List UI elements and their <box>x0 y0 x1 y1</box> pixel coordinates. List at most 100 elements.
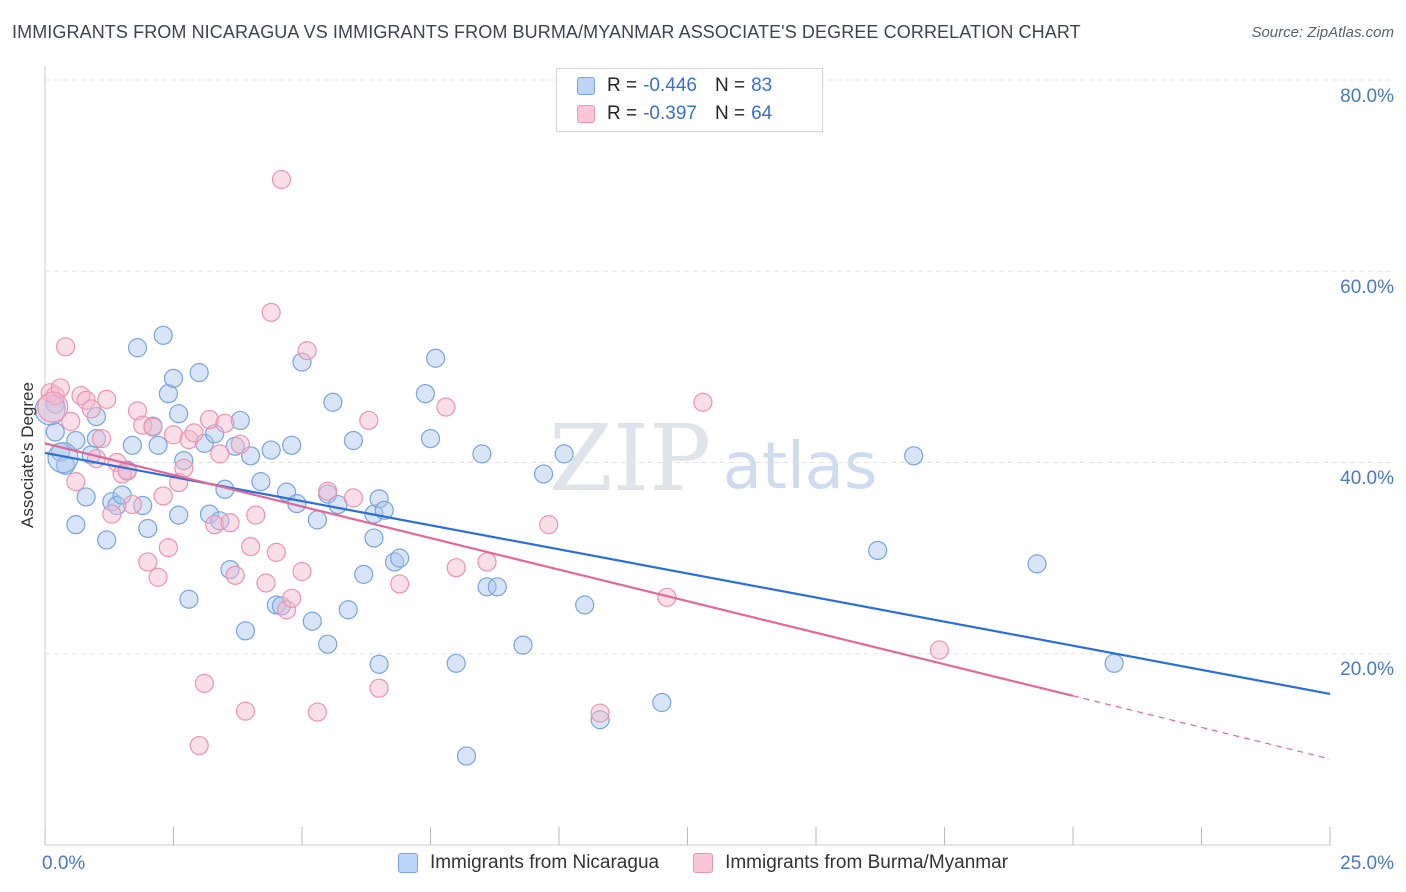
data-point-nicaragua <box>76 487 96 507</box>
data-point-nicaragua <box>148 435 168 455</box>
stats-n-value: 83 <box>751 75 773 96</box>
trend-line-burma <box>44 442 1074 697</box>
data-point-nicaragua <box>554 444 574 464</box>
data-point-nicaragua <box>169 404 189 424</box>
data-point-burma <box>174 458 194 478</box>
data-point-nicaragua <box>533 464 554 484</box>
legend-swatch-nicaragua <box>397 853 418 873</box>
data-point-burma <box>199 409 220 430</box>
data-point-nicaragua <box>45 422 65 442</box>
data-point-nicaragua <box>384 552 405 572</box>
data-point-burma <box>359 410 379 431</box>
data-point-nicaragua <box>179 589 199 609</box>
data-point-nicaragua <box>86 428 107 449</box>
data-point-nicaragua <box>1027 554 1047 574</box>
data-point-nicaragua <box>904 446 924 466</box>
source-label: Source: ZipAtlas.com <box>1251 24 1394 41</box>
data-point-nicaragua <box>446 653 466 673</box>
data-point-nicaragua <box>230 410 250 431</box>
data-point-nicaragua <box>220 559 240 580</box>
data-point-nicaragua <box>513 635 533 655</box>
data-point-nicaragua <box>174 450 194 471</box>
data-point-burma <box>194 673 214 693</box>
data-point-burma <box>66 472 86 492</box>
data-point-burma <box>539 515 559 535</box>
trend-line-burma-extrapolated <box>1072 695 1331 760</box>
data-point-nicaragua <box>590 710 610 730</box>
data-point-burma <box>81 399 101 419</box>
data-point-nicaragua <box>302 611 322 631</box>
data-point-burma <box>307 702 328 722</box>
data-point-burma <box>97 389 117 409</box>
data-point-burma <box>148 567 168 587</box>
data-point-nicaragua <box>472 444 492 464</box>
data-point-nicaragua <box>390 548 410 568</box>
y-tick-60: 60.0% <box>1340 277 1394 298</box>
y-tick-40: 40.0% <box>1340 468 1394 489</box>
data-point-burma <box>246 505 266 525</box>
data-point-burma <box>318 481 338 501</box>
data-point-nicaragua <box>652 692 672 713</box>
x-tick-min: 0.0% <box>42 853 86 874</box>
watermark: ZIP atlas <box>549 405 877 512</box>
watermark-atlas: atlas <box>723 430 878 504</box>
data-point-burma <box>37 391 69 423</box>
data-point-nicaragua <box>122 435 142 455</box>
chart-title: IMMIGRANTS FROM NICARAGUA VS IMMIGRANTS … <box>12 22 1081 42</box>
data-point-burma <box>112 464 132 484</box>
data-point-nicaragua <box>456 746 477 766</box>
stats-r-label: R = <box>607 103 638 124</box>
stats-n-label: N = <box>714 103 746 124</box>
data-point-burma <box>143 417 163 437</box>
stats-row-burma: R = -0.397 N = 64 <box>577 101 772 127</box>
data-point-burma <box>210 444 230 464</box>
data-point-burma <box>369 678 389 698</box>
data-point-burma <box>138 552 158 572</box>
data-point-nicaragua <box>575 595 595 615</box>
data-point-burma <box>91 428 112 449</box>
y-axis-label: Associate's Degree <box>18 382 37 528</box>
data-point-nicaragua <box>261 440 281 460</box>
data-point-nicaragua <box>163 368 184 388</box>
data-point-nicaragua <box>307 510 328 530</box>
y-tick-20: 20.0% <box>1340 659 1394 680</box>
data-point-nicaragua <box>318 634 338 654</box>
series-nicaragua-points <box>34 325 1124 766</box>
data-point-nicaragua <box>235 621 256 641</box>
data-point-nicaragua <box>420 428 441 449</box>
data-point-nicaragua <box>194 433 214 453</box>
data-point-burma <box>184 423 204 443</box>
data-point-nicaragua <box>338 600 358 620</box>
data-point-burma <box>102 504 122 524</box>
legend-label-nicaragua: Immigrants from Nicaragua <box>429 852 660 873</box>
data-point-nicaragua <box>251 472 271 492</box>
legend-swatch-burma <box>693 853 714 873</box>
data-point-burma <box>122 494 142 515</box>
data-point-burma <box>220 513 240 533</box>
series-burma-points <box>37 169 949 756</box>
gridlines <box>45 79 1392 655</box>
legend-item-burma[interactable]: Immigrants from Burma/Myanmar <box>693 852 1008 874</box>
axes <box>44 66 1331 846</box>
data-point-burma <box>225 565 245 585</box>
data-point-burma <box>929 640 949 660</box>
stats-r-value: -0.446 <box>643 75 697 96</box>
legend: Immigrants from Nicaragua Immigrants fro… <box>0 852 1406 874</box>
trend-line-nicaragua <box>44 451 1331 695</box>
data-point-burma <box>241 537 261 557</box>
data-point-nicaragua <box>66 515 86 535</box>
data-point-nicaragua <box>199 504 220 524</box>
data-point-burma <box>256 573 276 593</box>
data-point-burma <box>61 411 81 431</box>
data-point-nicaragua <box>169 505 189 525</box>
data-point-burma <box>189 735 209 756</box>
data-point-burma <box>477 552 497 572</box>
data-point-burma <box>163 425 184 445</box>
data-point-burma <box>390 574 410 594</box>
data-point-nicaragua <box>205 424 225 444</box>
stats-row-nicaragua: R = -0.446 N = 83 <box>577 73 772 99</box>
legend-item-nicaragua[interactable]: Immigrants from Nicaragua <box>397 852 660 874</box>
data-point-burma <box>266 542 286 562</box>
data-point-burma <box>343 488 363 508</box>
